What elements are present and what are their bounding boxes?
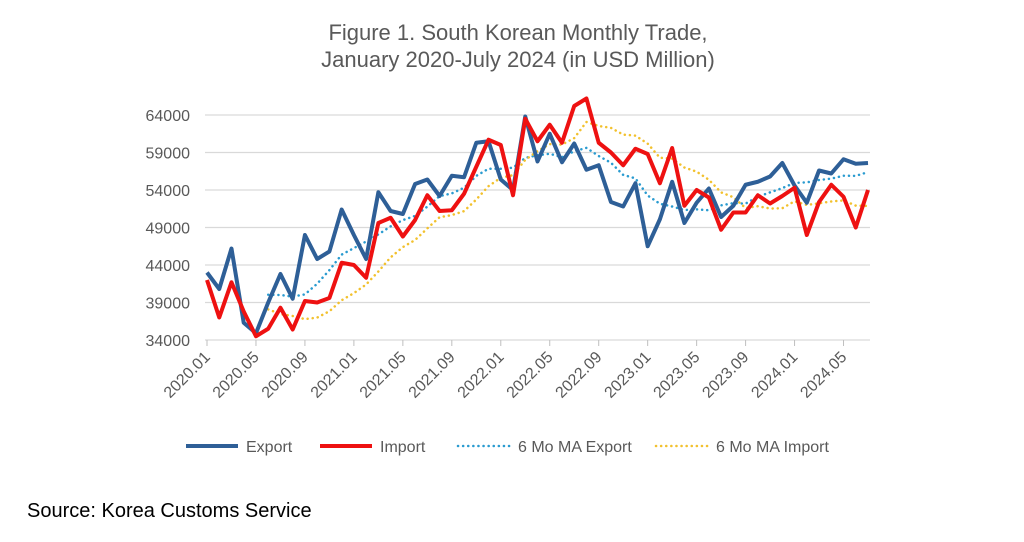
x-tick-label: 2022.05 bbox=[504, 349, 557, 402]
x-tick-label: 2021.01 bbox=[308, 349, 361, 402]
series-line-export bbox=[205, 114, 869, 336]
x-tick-label: 2023.09 bbox=[699, 349, 752, 402]
x-tick-label: 2022.09 bbox=[553, 349, 606, 402]
chart-title-line2: January 2020-July 2024 (in USD Million) bbox=[321, 47, 715, 72]
legend-label: 6 Mo MA Import bbox=[716, 439, 829, 456]
legend-label: Import bbox=[380, 439, 426, 456]
legend-label: 6 Mo MA Export bbox=[518, 439, 632, 456]
x-tick-label: 2023.05 bbox=[651, 349, 704, 402]
x-tick-label: 2020.09 bbox=[259, 349, 312, 402]
x-tick-label: 2024.01 bbox=[748, 349, 801, 402]
chart-title-line1: Figure 1. South Korean Monthly Trade, bbox=[328, 20, 708, 45]
y-tick-label: 39000 bbox=[146, 296, 191, 313]
series-line-6-mo-ma-import bbox=[266, 120, 870, 321]
x-tick-label: 2021.09 bbox=[406, 349, 459, 402]
y-tick-label: 54000 bbox=[146, 183, 191, 200]
x-tick-label: 2020.05 bbox=[210, 349, 263, 402]
source-note: Source: Korea Customs Service bbox=[27, 500, 312, 522]
x-tick-label: 2022.01 bbox=[455, 349, 508, 402]
x-tick-label: 2020.01 bbox=[161, 349, 214, 402]
x-tick-label: 2024.05 bbox=[797, 349, 850, 402]
y-tick-label: 59000 bbox=[146, 146, 191, 163]
y-tick-label: 34000 bbox=[146, 333, 191, 350]
y-tick-label: 49000 bbox=[146, 221, 191, 238]
y-tick-label: 64000 bbox=[146, 108, 191, 125]
x-tick-label: 2021.05 bbox=[357, 349, 410, 402]
series-line-import bbox=[205, 96, 870, 339]
y-tick-label: 44000 bbox=[146, 258, 191, 275]
x-tick-label: 2023.01 bbox=[602, 349, 655, 402]
legend-label: Export bbox=[246, 439, 293, 456]
